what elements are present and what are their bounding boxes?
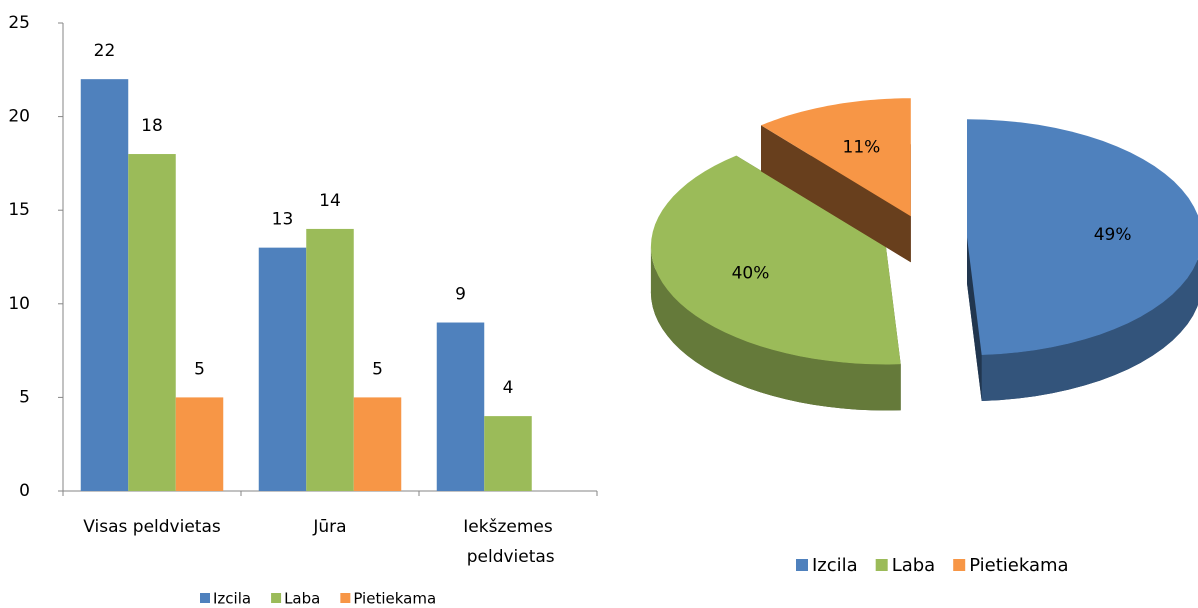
y-tick-label: 0 [19,481,30,501]
y-tick-label: 5 [19,387,30,407]
bar [128,154,176,492]
x-tick-label: Iekšzemes peldvietas [461,517,554,567]
slice-wall [761,125,911,263]
slice-wall [967,237,982,401]
legend-label: Pietiekama [353,590,436,608]
pie-slice-group: 11% [761,98,911,263]
bar [175,397,224,491]
pie-slice [650,155,901,365]
data-label: 14 [319,191,341,211]
bar [484,416,532,491]
y-tick-label: 20 [8,107,30,127]
legend-swatch [796,559,808,571]
legend-swatch [875,559,888,571]
x-tick-label: Jūra [312,517,346,537]
bar [436,322,485,491]
y-tick-label: 15 [8,200,30,220]
pie-slice [967,119,1198,355]
legend-label: Laba [892,555,936,576]
data-label: 13 [272,210,294,230]
bar [258,247,307,491]
legend-label: Pietiekama [969,555,1068,576]
legend-swatch [200,593,210,603]
slice-side [650,246,901,411]
data-label: 4 [503,378,514,398]
pie-slice-group: 40% [650,155,901,411]
legend-swatch [340,593,351,603]
y-tick-label: 10 [8,294,30,314]
x-tick-label: Visas peldvietas [83,517,221,537]
data-label: 22 [94,41,116,61]
data-label: 18 [141,116,163,136]
bar [306,228,354,492]
legend-label: Laba [284,590,320,608]
pie-slice-group: 49% [967,119,1198,401]
slice-side [981,258,1198,401]
data-label: 5 [194,359,205,379]
pie-slice [761,98,911,217]
legend-swatch [953,559,966,571]
y-tick-label: 25 [8,13,30,33]
legend-label: Izcila [213,590,251,608]
legend-label: Izcila [812,555,858,576]
bar [353,397,402,491]
slice-label: 11% [843,137,881,157]
slice-label: 49% [1094,225,1132,245]
data-label: 5 [372,359,383,379]
bar [80,79,129,491]
slice-label: 40% [732,263,770,283]
legend-swatch [271,593,282,603]
data-label: 9 [455,285,466,305]
